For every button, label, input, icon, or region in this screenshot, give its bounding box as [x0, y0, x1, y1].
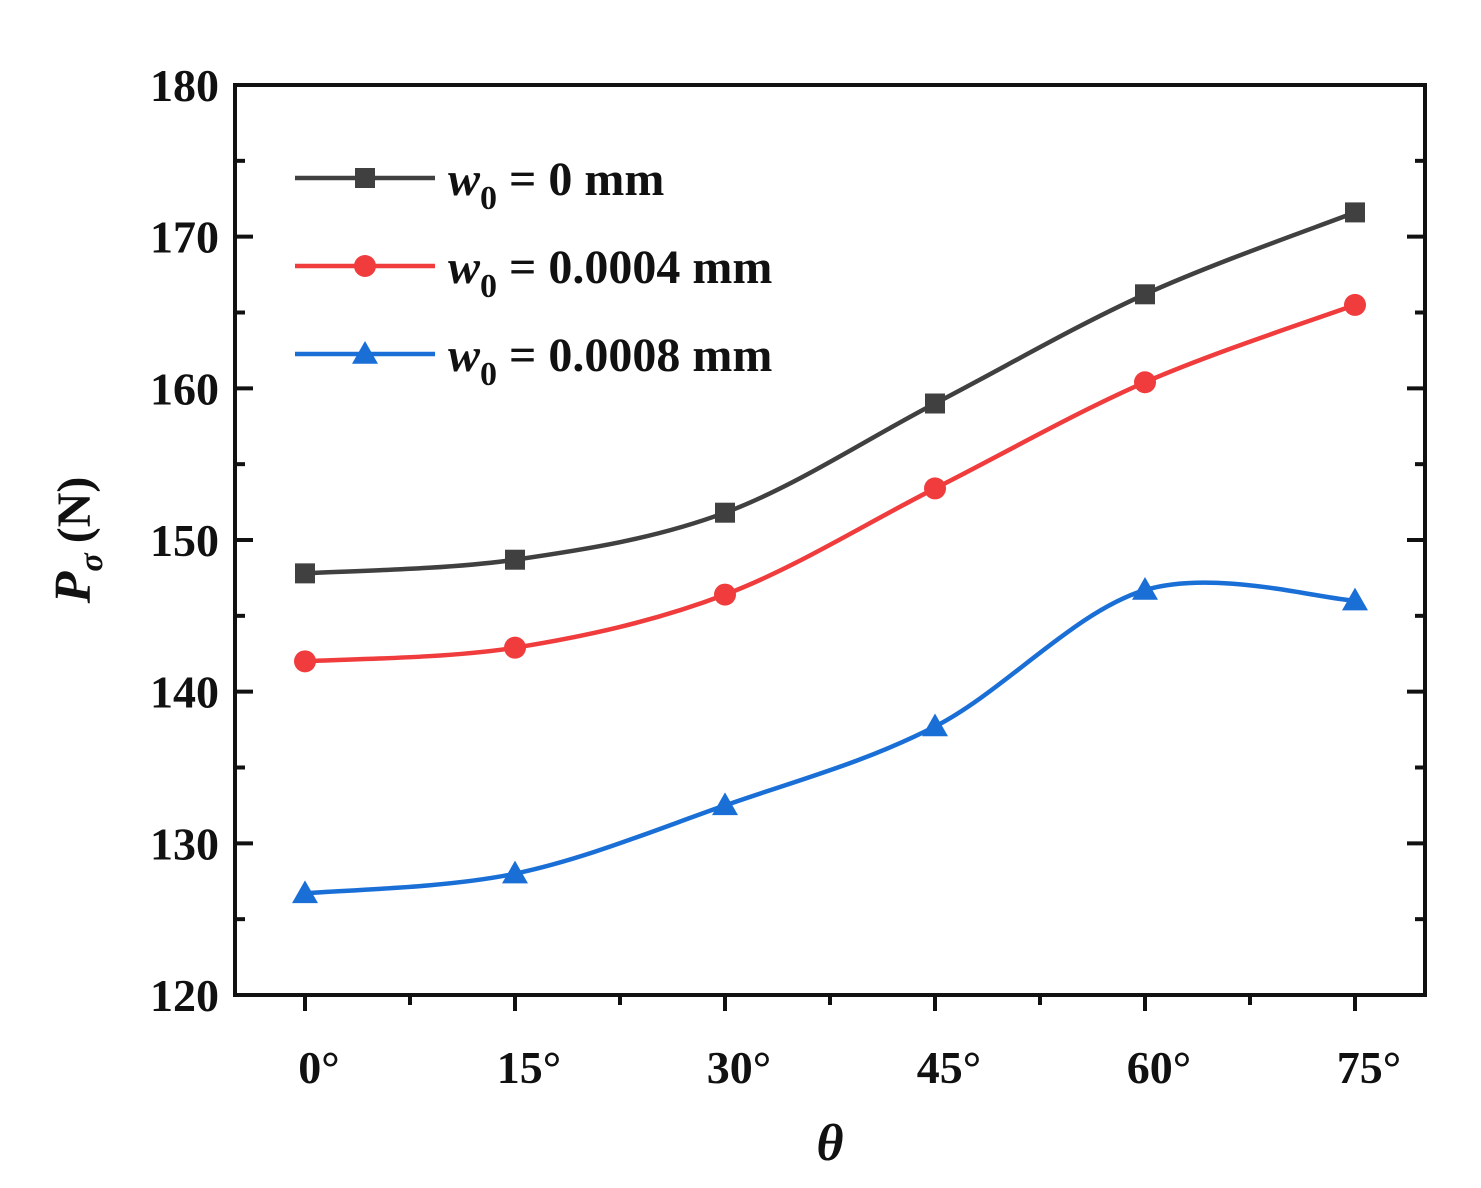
- legend-marker-circle: [354, 255, 376, 277]
- y-tick-label: 150: [150, 515, 219, 566]
- y-axis-title-var: P: [45, 570, 102, 604]
- legend-rest: = 0.0004 mm: [497, 241, 772, 294]
- data-point-square: [925, 393, 945, 414]
- x-tick-label: 60°: [1127, 1042, 1191, 1093]
- data-point-square: [715, 502, 735, 523]
- data-point-square: [1345, 202, 1365, 223]
- legend-entry: w0 = 0 mm: [295, 153, 664, 217]
- data-point-circle: [294, 650, 316, 673]
- legend-rest: = 0 mm: [497, 153, 664, 206]
- series-3: [292, 577, 1368, 904]
- x-tick-label: 30°: [707, 1042, 771, 1093]
- x-tick-label: 45°: [917, 1042, 981, 1093]
- legend-label: w0 = 0 mm: [448, 153, 664, 217]
- ticks-layer: [235, 83, 1425, 1011]
- legend-marker-square: [355, 168, 375, 188]
- data-point-triangle: [1132, 577, 1158, 600]
- data-point-square: [1135, 284, 1155, 305]
- y-tick-label: 120: [150, 970, 219, 1021]
- y-axis-title-subscript: σ: [73, 552, 110, 572]
- data-point-triangle: [712, 792, 738, 816]
- legend-entry: w0 = 0.0008 mm: [295, 329, 772, 393]
- series-line: [304, 580, 1356, 896]
- legend-marker-triangle: [352, 341, 378, 364]
- legend-var: w: [448, 241, 481, 294]
- y-tick-label: 140: [150, 667, 219, 718]
- y-axis-title-unit: (N): [48, 477, 101, 544]
- legend-entry: w0 = 0.0004 mm: [295, 241, 772, 305]
- x-axis-title: θ: [817, 1115, 844, 1172]
- data-point-circle: [714, 583, 736, 606]
- y-tick-label: 180: [150, 60, 219, 111]
- series-line: [304, 302, 1356, 664]
- data-point-triangle: [292, 880, 318, 904]
- data-point-square: [295, 563, 315, 584]
- series-line: [304, 210, 1356, 576]
- y-tick-label: 160: [150, 363, 219, 414]
- legend-rest: = 0.0008 mm: [497, 329, 772, 382]
- legend-label: w0 = 0.0004 mm: [448, 241, 772, 305]
- data-point-circle: [1344, 293, 1366, 316]
- y-tick-label: 130: [150, 818, 219, 869]
- legend-var: w: [448, 329, 481, 382]
- legend-subscript: 0: [480, 180, 497, 217]
- data-point-circle: [504, 636, 526, 659]
- legend-var: w: [448, 153, 481, 206]
- data-point-triangle: [1342, 587, 1368, 611]
- labels-layer: 120 130 140 150 160 170 180 0° 15° 30° 45° 60° 75°: [150, 60, 1401, 1093]
- legend-subscript: 0: [480, 356, 497, 393]
- y-axis-title: Pσ (N): [45, 477, 110, 605]
- y-tick-label: 170: [150, 212, 219, 263]
- series-1: [295, 202, 1365, 584]
- data-point-triangle: [922, 713, 948, 737]
- legend-label: w0 = 0.0008 mm: [448, 329, 772, 393]
- data-point-circle: [1134, 371, 1156, 394]
- data-point-circle: [924, 477, 946, 500]
- svg-text:Pσ(N): Pσ (N): [45, 477, 110, 605]
- series-2: [294, 293, 1366, 673]
- data-point-triangle: [502, 860, 528, 884]
- legend-subscript: 0: [480, 268, 497, 305]
- x-tick-label: 75°: [1337, 1042, 1401, 1093]
- data-point-square: [505, 549, 525, 570]
- x-tick-label: 0°: [298, 1042, 339, 1093]
- x-tick-label: 15°: [497, 1042, 561, 1093]
- series-layer: [292, 202, 1368, 904]
